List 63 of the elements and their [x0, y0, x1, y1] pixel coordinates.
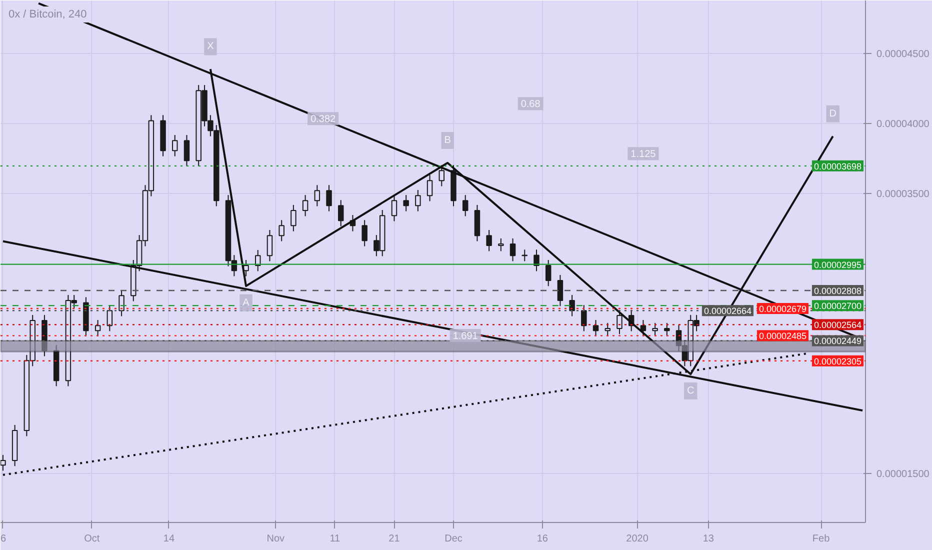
- ref-line-label: 0.00002305: [814, 356, 862, 366]
- candlestick: [640, 320, 646, 337]
- x-tick-label: Nov: [266, 534, 285, 544]
- candlestick: [362, 220, 368, 247]
- ref-line-label: 0.00002995: [814, 260, 862, 270]
- candlestick: [326, 184, 332, 212]
- candlestick: [462, 194, 468, 217]
- x-tick-label: 2020: [626, 534, 649, 544]
- ref-line-label: 0.00002564: [814, 320, 862, 330]
- candlestick: [486, 230, 492, 252]
- ref-line-label: 0.00002449: [814, 336, 862, 346]
- candlestick: [664, 322, 670, 337]
- y-tick-label: 0.00001500: [876, 469, 930, 480]
- x-tick-label: 6: [0, 534, 6, 544]
- candlestick: [338, 200, 344, 227]
- candlestick: [314, 184, 320, 207]
- candlestick: [534, 249, 540, 272]
- candlestick: [510, 238, 516, 262]
- x-tick-label: Oct: [84, 534, 100, 544]
- x-tick-label: 11: [330, 534, 341, 544]
- candlestick: [652, 322, 658, 337]
- candlestick: [581, 304, 587, 332]
- annotation: A: [242, 297, 250, 308]
- x-tick-label: 21: [388, 534, 400, 544]
- candlestick: [592, 320, 599, 337]
- candlestick: [557, 274, 564, 307]
- ref-line-label: 0.00002700: [814, 301, 862, 312]
- candlestick: [118, 290, 124, 317]
- candlestick: [415, 189, 421, 212]
- candlestick: [569, 294, 575, 317]
- annotation: 1.691: [452, 331, 478, 342]
- candlestick: [604, 322, 610, 337]
- candlestick: [184, 134, 190, 167]
- candlestick: [522, 249, 528, 262]
- candlestick: [290, 204, 296, 232]
- candlestick: [278, 220, 284, 242]
- candlestick: [498, 238, 504, 252]
- candlestick: [172, 134, 178, 157]
- x-tick-label: 13: [702, 534, 714, 544]
- candlestick: [106, 304, 113, 332]
- annotation: 1.125: [630, 149, 656, 160]
- candlestick: [391, 194, 398, 222]
- x-tick-label: 16: [536, 534, 548, 544]
- y-tick-label: 0.00004000: [876, 119, 930, 130]
- x-tick-label: Dec: [444, 534, 462, 544]
- ref-line-label: 0.00002808: [814, 286, 862, 296]
- x-tick-label: 14: [163, 534, 175, 544]
- ref-line-label: 0.00002485: [758, 331, 807, 342]
- candlestick: [94, 320, 101, 337]
- text: 0x / Bitcoin, 240: [8, 8, 87, 20]
- candlestick: [302, 194, 308, 217]
- candlestick: [545, 259, 552, 287]
- ref-line-label: 0.00003698: [814, 161, 862, 172]
- ref-line-label: 0.00002664: [704, 306, 752, 316]
- candlestick: [438, 164, 445, 187]
- x-tick-label: Feb: [812, 534, 830, 544]
- candlestick: [266, 230, 273, 262]
- candlestick: [426, 174, 433, 202]
- ref-line-label: 0.00002679: [758, 304, 807, 314]
- y-tick-label: 0.00004500: [876, 49, 930, 60]
- candlestick: [403, 194, 409, 212]
- y-tick-label: 0.00003500: [876, 189, 930, 200]
- annotation: 0.382: [310, 114, 336, 126]
